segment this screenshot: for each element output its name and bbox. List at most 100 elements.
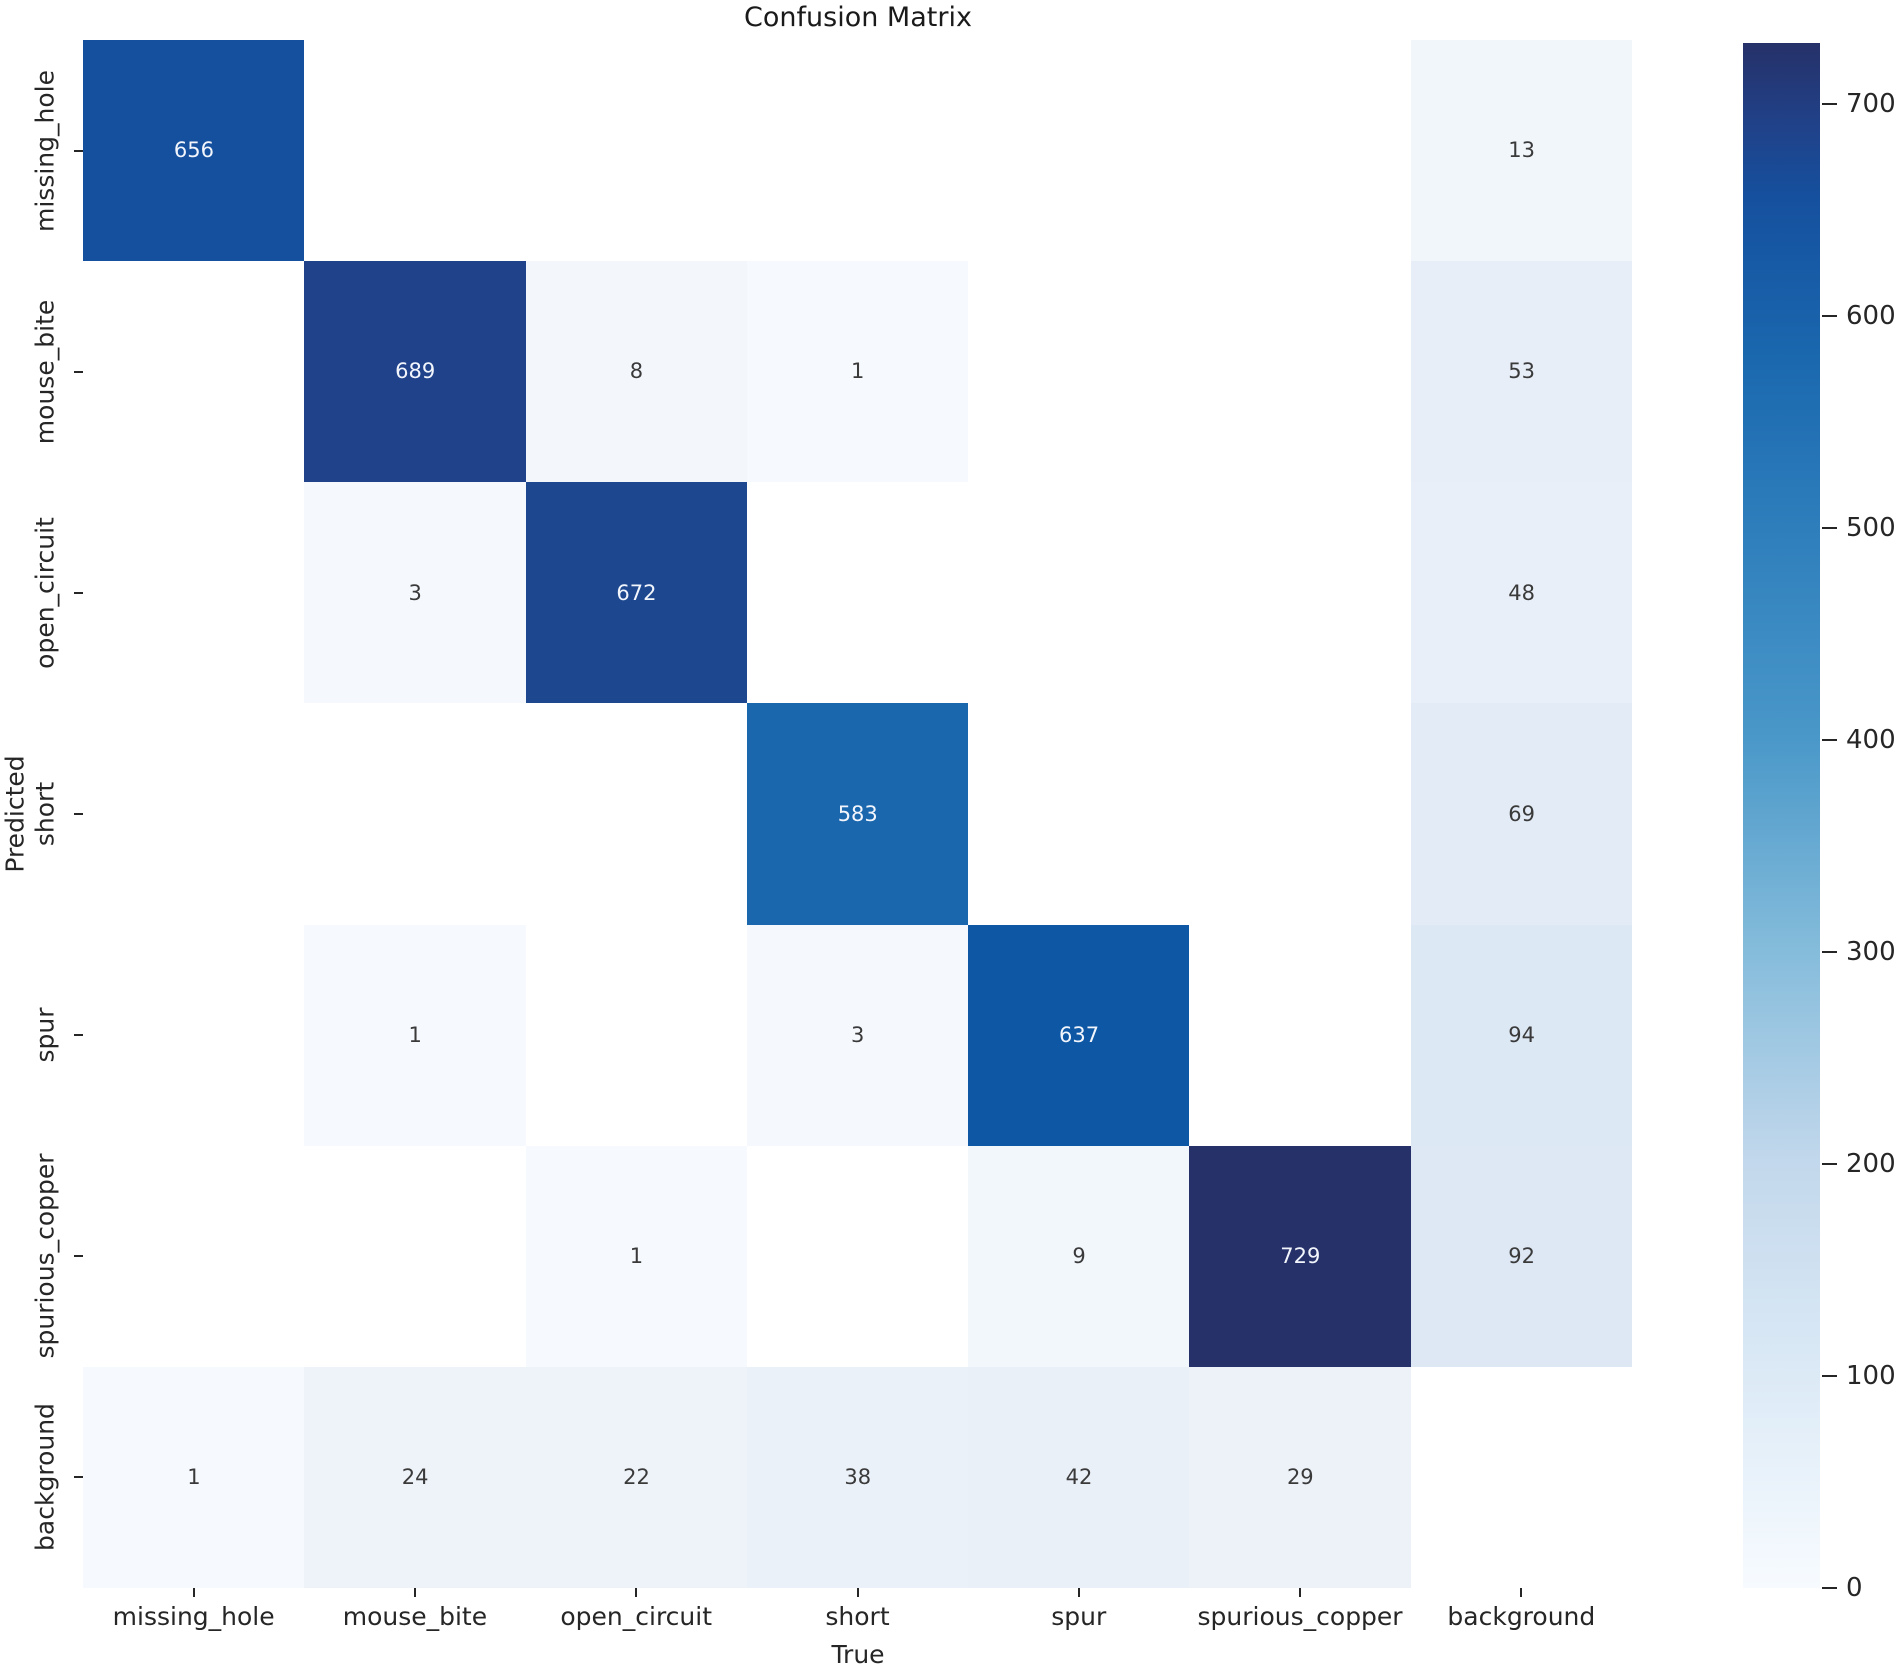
- heatmap-cell: 656: [83, 40, 305, 262]
- colorbar-tick-label: 0: [1846, 1573, 1863, 1603]
- heatmap-cell: [304, 703, 527, 926]
- x-tick-label: spurious_copper: [1197, 1602, 1403, 1631]
- cell-value: 656: [173, 138, 214, 163]
- heatmap-cell: 92: [1410, 1145, 1633, 1368]
- cell-value: 8: [629, 359, 644, 384]
- x-tick-label: missing_hole: [112, 1602, 275, 1631]
- y-tick-label: background: [30, 1403, 60, 1552]
- heatmap-cell: 22: [525, 1366, 748, 1589]
- heatmap-cell: [746, 1145, 969, 1368]
- x-tick-mark: [413, 1588, 416, 1597]
- cell-value: 29: [1286, 1465, 1314, 1490]
- y-tick-label: spur: [30, 1007, 60, 1063]
- colorbar-tick-mark: [1822, 103, 1837, 106]
- heatmap-cell: 29: [1189, 1366, 1412, 1589]
- heatmap-cell: [968, 40, 1190, 262]
- cell-value: 3: [408, 580, 422, 605]
- x-tick-label: mouse_bite: [342, 1602, 488, 1631]
- y-tick-mark: [74, 813, 83, 815]
- heatmap-cell: 1: [746, 261, 969, 483]
- y-tick-mark: [74, 370, 83, 373]
- cell-value: 92: [1508, 1244, 1535, 1269]
- cell-value: 22: [623, 1465, 650, 1490]
- heatmap-cell: 24: [304, 1366, 527, 1589]
- cell-value: 1: [187, 1465, 201, 1490]
- cell-value: 729: [1280, 1244, 1321, 1269]
- cell-value: 672: [616, 580, 657, 605]
- y-tick-label: short: [30, 781, 60, 847]
- heatmap-cell: 689: [304, 261, 527, 483]
- heatmap-cell: [83, 261, 305, 483]
- cell-value: 689: [395, 359, 436, 384]
- cell-value: 42: [1065, 1465, 1093, 1490]
- heatmap-cell: [1189, 482, 1412, 704]
- x-tick-label: short: [825, 1602, 890, 1631]
- colorbar-tick-mark: [1822, 739, 1837, 742]
- y-tick-mark: [74, 1476, 83, 1479]
- heatmap-cell: 38: [746, 1366, 969, 1589]
- heatmap-cell: 42: [968, 1366, 1190, 1589]
- heatmap-cell: [968, 261, 1190, 483]
- heatmap-cell: 48: [1410, 482, 1633, 704]
- heatmap-cell: 583: [746, 703, 969, 926]
- heatmap-cell: [83, 482, 305, 704]
- cell-value: 583: [837, 801, 878, 826]
- x-tick-mark: [192, 1588, 195, 1597]
- heatmap-cell: 8: [525, 261, 748, 483]
- heatmap-cell: 1: [525, 1145, 748, 1368]
- heatmap-grid: 656 13 689 8 1 53 3 672 48 583 69 1 3 637 94 1 9 729 92 1 24…: [83, 40, 1633, 1589]
- colorbar-tick-mark: [1822, 1163, 1837, 1166]
- cell-value: 69: [1508, 801, 1535, 826]
- heatmap-cell: 729: [1189, 1145, 1412, 1368]
- x-tick-mark: [1299, 1588, 1302, 1597]
- x-axis-title: True: [831, 1640, 885, 1669]
- x-tick-label: background: [1447, 1602, 1596, 1631]
- heatmap-cell: [525, 703, 748, 926]
- cell-value: 53: [1508, 359, 1535, 384]
- y-tick-label: missing_hole: [30, 69, 60, 232]
- y-tick-mark: [74, 1255, 83, 1258]
- colorbar-tick-label: 100: [1846, 1361, 1896, 1392]
- cell-value: 637: [1058, 1022, 1100, 1047]
- colorbar-tick-mark: [1822, 527, 1837, 530]
- heatmap-cell: 94: [1410, 924, 1633, 1147]
- cell-value: 38: [844, 1465, 872, 1490]
- cell-value: 13: [1508, 138, 1535, 163]
- heatmap-cell: [83, 703, 305, 926]
- x-tick-mark: [1520, 1588, 1523, 1597]
- heatmap-cell: [1189, 924, 1412, 1147]
- colorbar-tick-mark: [1822, 951, 1837, 954]
- cell-value: 94: [1508, 1022, 1535, 1047]
- colorbar-tick-label: 700: [1846, 89, 1896, 120]
- cell-value: 3: [851, 1022, 865, 1047]
- colorbar-tick-label: 400: [1846, 725, 1896, 756]
- heatmap-cell: 637: [968, 924, 1190, 1147]
- heatmap-cell: [83, 1145, 305, 1368]
- heatmap-cell: [1189, 703, 1412, 926]
- heatmap-cell: [83, 924, 305, 1147]
- heatmap-cell: [525, 40, 748, 262]
- heatmap-cell: [968, 703, 1190, 926]
- colorbar-tick-mark: [1822, 1375, 1837, 1378]
- y-axis-title: Predicted: [0, 755, 30, 873]
- x-tick-mark: [635, 1588, 638, 1597]
- x-tick-mark: [856, 1588, 859, 1597]
- y-tick-mark: [74, 149, 83, 152]
- heatmap-cell: [746, 40, 969, 262]
- heatmap-cell: 3: [304, 482, 527, 704]
- cell-value: 48: [1508, 580, 1535, 605]
- heatmap-cell: [525, 924, 748, 1147]
- x-tick-label: open_circuit: [560, 1602, 713, 1631]
- heatmap-cell: [304, 1145, 527, 1368]
- colorbar-tick-label: 600: [1846, 301, 1896, 332]
- heatmap-cell: 9: [968, 1145, 1190, 1368]
- colorbar-tick-label: 300: [1846, 937, 1896, 968]
- heatmap-cell: 13: [1410, 40, 1633, 262]
- colorbar-tick-mark: [1822, 1587, 1837, 1589]
- heatmap-cell: 1: [83, 1366, 305, 1589]
- heatmap-cell: [968, 482, 1190, 704]
- colorbar-tick-mark: [1822, 315, 1837, 318]
- colorbar-tick-label: 200: [1846, 1149, 1896, 1180]
- heatmap-cell: [746, 482, 969, 704]
